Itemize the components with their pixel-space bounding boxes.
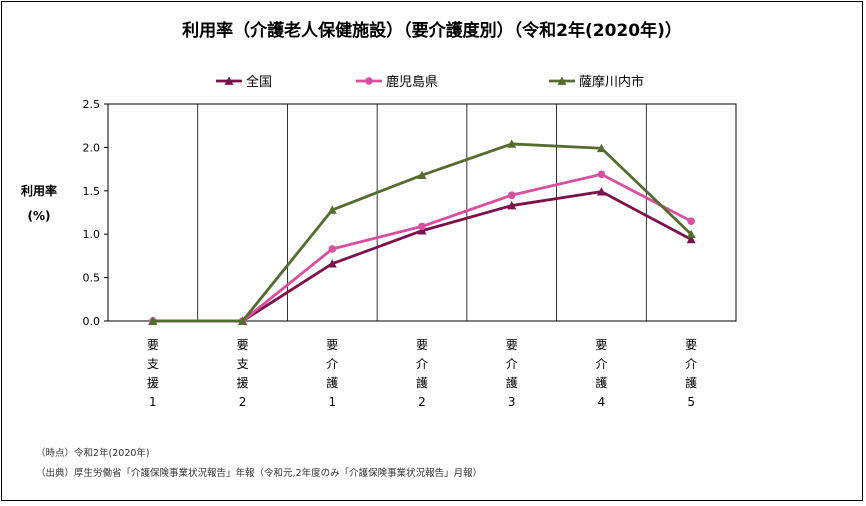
data-point-1 [597, 170, 606, 179]
data-point-2 [417, 170, 427, 180]
data-point-1 [687, 217, 695, 225]
x-tick-char: 4 [598, 395, 606, 409]
data-point-2 [148, 316, 158, 325]
data-point-0 [507, 201, 517, 210]
data-point-2 [686, 229, 696, 239]
data-point-0 [596, 187, 606, 196]
data-point-1 [418, 222, 426, 231]
x-tick-char: 護 [595, 375, 607, 390]
y-tick-label: 2.5 [83, 98, 101, 111]
x-tick-char: 援 [147, 376, 159, 390]
legend-marker-0 [224, 76, 234, 85]
x-tick-char: 支 [147, 357, 159, 371]
x-tick-char: 3 [508, 395, 516, 409]
y-tick-label: 0.0 [83, 315, 101, 328]
x-tick-char: 要 [416, 338, 428, 352]
legend-label-2: 薩摩川内市 [579, 74, 644, 90]
y-tick-label: 1.0 [83, 228, 101, 241]
x-tick-char: 5 [687, 395, 695, 409]
x-category-label: 要介護 2 [416, 338, 428, 409]
data-point-2 [327, 205, 337, 214]
x-category-label: 要介護 1 [326, 338, 338, 409]
x-tick-char: 1 [149, 395, 157, 409]
x-tick-char: 2 [239, 395, 247, 409]
data-point-0 [686, 234, 696, 244]
x-tick-char: 介 [595, 357, 607, 371]
x-tick-char: 介 [685, 357, 697, 371]
x-tick-char: 介 [416, 357, 428, 371]
series-line-0 [152, 190, 692, 323]
x-tick-char: 護 [326, 375, 338, 390]
x-tick-char: 護 [416, 375, 428, 390]
legend: 全国 鹿児島県 薩摩川内市 [216, 74, 644, 90]
legend-marker-1 [365, 77, 373, 85]
x-category-label: 要支援 1 [147, 338, 159, 409]
note-time: （時点）令和2年(2020年) [36, 447, 150, 459]
y-axis-label-line1: 利用率 [21, 183, 57, 198]
x-category-label: 要支援 2 [237, 338, 249, 409]
x-tick-char: 護 [685, 375, 697, 390]
data-point-0 [327, 259, 337, 268]
plot-area: 0.00.51.01.52.02.5要支援1要支援2要介護1要介護2要介護3要介… [83, 98, 737, 409]
data-point-1 [328, 245, 337, 253]
x-tick-char: 2 [418, 395, 426, 409]
x-tick-char: 要 [326, 338, 338, 352]
x-category-label: 要介護 4 [595, 338, 607, 409]
data-point-1 [507, 191, 516, 199]
data-point-2 [238, 316, 248, 325]
legend-label-0: 全国 [246, 74, 272, 90]
y-tick-label: 0.5 [83, 272, 101, 285]
x-tick-char: 要 [147, 338, 159, 352]
x-tick-char: 要 [595, 338, 607, 352]
x-category-label: 要介護 5 [685, 338, 697, 409]
x-tick-char: 要 [237, 338, 249, 352]
y-tick-label: 2.0 [83, 141, 101, 154]
x-category-label: 要介護 3 [506, 338, 518, 409]
x-tick-char: 要 [685, 338, 697, 352]
x-tick-char: 介 [326, 357, 338, 371]
x-tick-char: 援 [237, 376, 249, 390]
x-tick-char: 支 [237, 357, 249, 371]
data-point-2 [507, 139, 517, 148]
data-point-2 [596, 143, 606, 153]
plot-border [107, 103, 737, 322]
y-axis-label-line2: (%) [28, 209, 51, 223]
legend-marker-2 [557, 76, 567, 85]
x-tick-char: 要 [506, 338, 518, 352]
x-tick-char: 介 [506, 357, 518, 371]
chart-title: 利用率（介護老人保健施設）（要介護度別）（令和2年(2020年)） [182, 20, 682, 41]
y-tick-label: 1.5 [83, 185, 101, 198]
x-tick-char: 1 [328, 395, 336, 409]
data-point-0 [417, 226, 427, 235]
x-tick-char: 護 [506, 375, 518, 390]
note-source: （出典）厚生労働省「介護保険事業状況報告」年報（令和元,2年度のみ「介護保険事業… [36, 467, 482, 479]
legend-label-1: 鹿児島県 [386, 74, 438, 90]
